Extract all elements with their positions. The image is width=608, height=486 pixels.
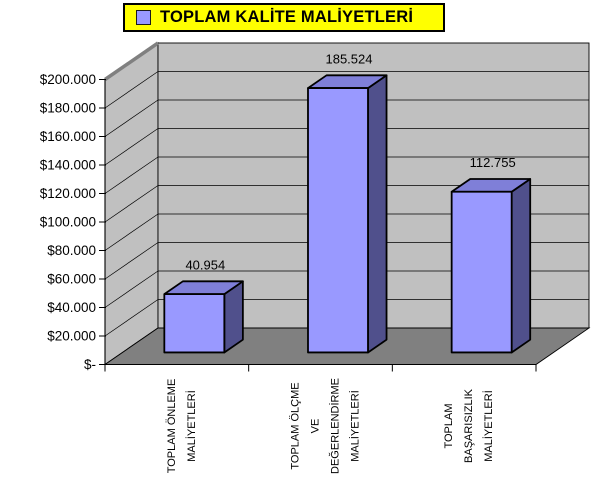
gridline-wall-left bbox=[104, 156, 159, 194]
bar-value-label: 112.755 bbox=[470, 155, 516, 170]
bar-front-face[interactable] bbox=[450, 190, 513, 354]
gridline-wall-left bbox=[104, 185, 159, 223]
bar-front-face[interactable] bbox=[307, 87, 369, 354]
wall-top-edge bbox=[104, 41, 159, 81]
gridline-wall-left bbox=[104, 71, 159, 109]
category-label: TOPLAM ÖLÇME VE DEĞERLENDİRME MALİYETLERİ bbox=[290, 378, 362, 474]
y-tick-label: $60.000 bbox=[47, 272, 96, 287]
bar-front-face[interactable] bbox=[163, 293, 226, 354]
bar-value-label: 40.954 bbox=[185, 257, 225, 272]
legend-series-swatch bbox=[136, 10, 151, 25]
y-tick-label: $80.000 bbox=[47, 243, 96, 258]
y-tick-label: $40.000 bbox=[47, 300, 96, 315]
category-label: TOPLAM BAŞARISIZLIK MALİYETLERİ bbox=[443, 388, 495, 463]
bar-value-label: 185.524 bbox=[325, 51, 372, 66]
gridline-wall-left bbox=[104, 242, 159, 280]
y-tick-label: $20.000 bbox=[47, 329, 96, 344]
chart-legend[interactable]: TOPLAM KALİTE MALİYETLERİ bbox=[123, 3, 445, 32]
gridline-wall-left bbox=[104, 299, 159, 337]
y-tick-label: $180.000 bbox=[40, 101, 96, 116]
gridline-wall-left bbox=[104, 99, 159, 137]
y-tick-label: $140.000 bbox=[40, 158, 96, 173]
y-tick-label: $200.000 bbox=[40, 72, 96, 87]
gridline-wall-left bbox=[104, 270, 159, 308]
category-label: TOPLAM ÖNLEME MALİYETLERİ bbox=[166, 379, 198, 474]
gridline-wall-left bbox=[104, 213, 159, 251]
gridline-wall-left bbox=[104, 128, 159, 166]
y-tick-label: $- bbox=[84, 357, 96, 372]
y-tick-label: $120.000 bbox=[40, 186, 96, 201]
legend-series-label: TOPLAM KALİTE MALİYETLERİ bbox=[160, 8, 414, 26]
y-tick-label: $160.000 bbox=[40, 129, 96, 144]
bar-side-face[interactable] bbox=[367, 74, 388, 354]
bar-side-face[interactable] bbox=[510, 178, 532, 354]
y-tick-label: $100.000 bbox=[40, 215, 96, 230]
